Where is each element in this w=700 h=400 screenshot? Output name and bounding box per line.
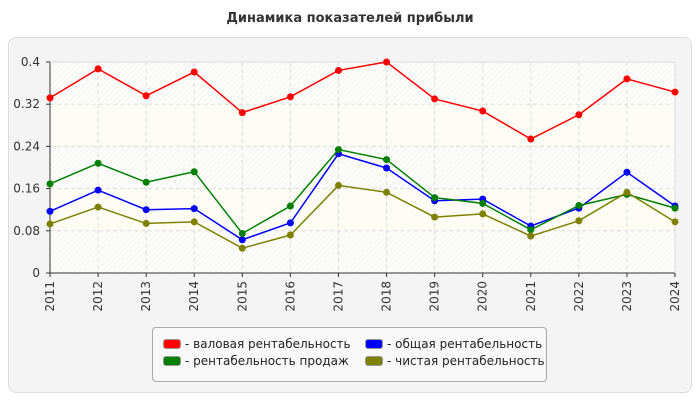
data-point — [142, 219, 150, 227]
legend-label: - рентабельность продаж — [185, 354, 349, 368]
data-point — [479, 199, 487, 207]
data-point — [334, 66, 342, 74]
plot-area — [50, 62, 675, 273]
legend-label: - валовая рентабельность — [185, 337, 351, 351]
y-tick-label: 0 — [32, 266, 40, 280]
data-point — [479, 107, 487, 115]
data-point — [623, 188, 631, 196]
data-point — [94, 186, 102, 194]
data-point — [238, 244, 246, 252]
data-point — [575, 201, 583, 209]
data-point — [479, 210, 487, 218]
data-point — [431, 95, 439, 103]
data-point — [671, 88, 679, 96]
data-point — [46, 220, 54, 228]
legend: - валовая рентабельность - общая рентабе… — [152, 327, 547, 382]
data-point — [431, 213, 439, 221]
data-point — [623, 168, 631, 176]
x-tick-label: 2017 — [331, 281, 345, 312]
data-point — [623, 75, 631, 83]
data-point — [286, 202, 294, 210]
data-point — [190, 168, 198, 176]
x-tick-label: 2016 — [283, 281, 297, 312]
data-point — [334, 181, 342, 189]
x-tick-label: 2013 — [139, 281, 153, 312]
y-tick-label: 0.16 — [13, 182, 40, 196]
y-tick-label: 0.08 — [13, 224, 40, 238]
y-tick-label: 0.4 — [21, 55, 40, 69]
x-tick-label: 2024 — [668, 281, 682, 312]
x-tick-label: 2018 — [380, 281, 394, 312]
legend-item: - общая рентабельность — [365, 337, 542, 351]
x-tick-label: 2023 — [620, 281, 634, 312]
y-tick-label: 0.24 — [13, 139, 40, 153]
data-point — [94, 203, 102, 211]
series-line — [49, 184, 676, 250]
data-point — [575, 217, 583, 225]
data-point — [238, 236, 246, 244]
y-tick-label: 0.32 — [13, 97, 40, 111]
data-point — [286, 231, 294, 239]
legend-item: - валовая рентабельность — [163, 337, 351, 351]
data-point — [671, 218, 679, 226]
data-point — [94, 65, 102, 73]
legend-item: - рентабельность продаж — [163, 354, 349, 368]
x-tick-label: 2021 — [524, 281, 538, 312]
plot-band — [50, 104, 675, 147]
data-point — [286, 93, 294, 101]
legend-item: - чистая рентабельность — [365, 354, 545, 368]
data-point — [383, 164, 391, 172]
x-tick-label: 2011 — [43, 281, 57, 312]
x-tick-label: 2014 — [187, 281, 201, 312]
data-point — [238, 109, 246, 117]
legend-label: - чистая рентабельность — [387, 354, 545, 368]
chart-title: Динамика показателей прибыли — [226, 11, 474, 26]
legend-swatch — [365, 356, 383, 366]
data-point — [46, 207, 54, 215]
data-point — [527, 226, 535, 234]
data-point — [671, 204, 679, 212]
data-point — [527, 135, 535, 143]
legend-swatch — [163, 339, 181, 349]
data-point — [190, 218, 198, 226]
series-line — [49, 148, 676, 235]
data-point — [527, 232, 535, 240]
series-line — [49, 152, 676, 241]
x-tick-label: 2015 — [235, 281, 249, 312]
x-tick-label: 2020 — [476, 281, 490, 312]
data-point — [383, 156, 391, 164]
x-tick-label: 2012 — [91, 281, 105, 312]
data-point — [190, 205, 198, 213]
x-tick-label: 2022 — [572, 281, 586, 312]
data-point — [142, 178, 150, 186]
legend-swatch — [365, 339, 383, 349]
data-point — [142, 206, 150, 214]
data-point — [383, 58, 391, 66]
legend-label: - общая рентабельность — [387, 337, 543, 351]
x-tick-label: 2019 — [428, 281, 442, 312]
data-point — [94, 159, 102, 167]
series-line — [49, 61, 676, 140]
data-point — [190, 68, 198, 76]
data-point — [431, 194, 439, 202]
data-point — [46, 94, 54, 102]
legend-swatch — [163, 356, 181, 366]
data-point — [575, 111, 583, 119]
data-point — [142, 92, 150, 100]
data-point — [334, 146, 342, 154]
data-point — [383, 188, 391, 196]
data-point — [286, 219, 294, 227]
data-point — [238, 229, 246, 237]
data-point — [46, 180, 54, 188]
